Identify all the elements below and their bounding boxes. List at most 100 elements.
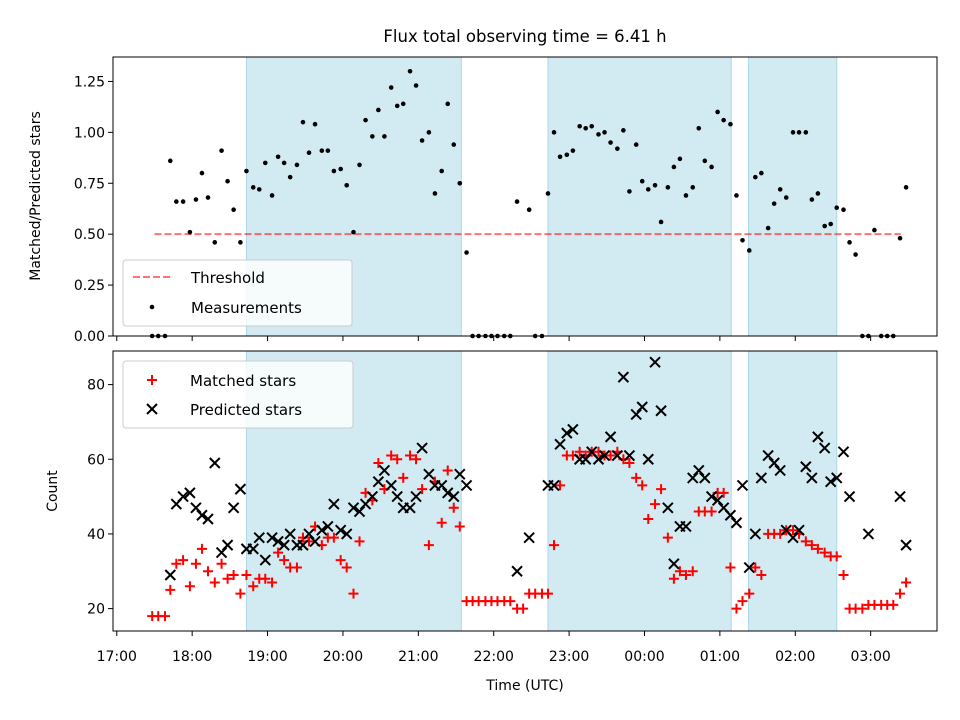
predicted-star-point [579,453,592,465]
predicted-star-point [680,520,692,533]
predicted-star-point [774,464,786,477]
top-legend: Threshold Measurements [122,259,353,327]
predicted-star-point [743,561,755,574]
predicted-star-point [611,449,624,462]
matched-star-point [731,603,742,614]
predicted-star-point [894,490,906,503]
measurement-point [577,123,582,129]
predicted-star-point [561,427,573,439]
matched-star-point [857,603,868,614]
measurement-point [357,162,362,168]
measurement-point [740,237,745,243]
predicted-star-point [604,431,617,443]
matched-star-point [555,480,566,491]
measurement-points [149,68,909,339]
top-panel: 0.00 0.25 0.50 0.75 1.00 1.25 Matched/Predict… [28,56,938,345]
predicted-star-point [423,468,435,480]
measurement-point [231,207,236,213]
matched-star-point [248,581,259,592]
matched-star-point [190,558,201,569]
measurement-point [834,205,840,211]
matched-star-point [744,588,755,599]
predicted-star-point [687,472,699,484]
matched-star-point [800,536,811,547]
measurement-point [765,225,771,231]
measurement-point [728,121,733,127]
matched-star-point [178,555,189,566]
y-tick-label: 40 [87,527,105,543]
measurement-point [809,197,815,202]
predicted-star-point [278,539,290,551]
predicted-star-point [787,531,799,544]
measurement-point [300,119,306,125]
predicted-star-point [617,371,630,383]
predicted-star-point [630,408,642,421]
y-tick-label: 20 [87,602,105,618]
matched-star-point [687,566,698,577]
measurement-point [464,250,469,255]
top-y-axis-label: Matched/Predicted stars [28,111,44,281]
matched-star-point [788,525,799,536]
matched-star-point [405,450,416,461]
predicted-star-point [334,524,347,536]
measurement-point [589,123,595,129]
matched-star-point [895,588,906,599]
measurement-point [903,185,909,190]
matched-star-point [718,487,729,498]
matched-star-point [335,555,346,566]
x-tick-label: 23:00 [549,649,589,665]
matched-star-point [267,577,278,588]
predicted-star-point [762,449,774,462]
bottom-panel: 20 40 60 80 17:00 18:00 19:00 20:00 21:00 22:00 2… [45,350,938,694]
measurement-point [709,164,714,170]
predicted-star-point [548,479,560,492]
legend-matched-label: Matched stars [190,372,296,390]
matched-star-point [888,599,899,610]
predicted-star-point [316,524,328,536]
predicted-star-point [284,528,296,540]
matched-star-point [235,588,246,599]
bottom-axes-frame [112,350,938,632]
measurement-point [564,152,570,158]
measurement-point [269,193,275,198]
legend-matched-swatch [147,375,157,385]
measurement-point [312,121,318,127]
measurement-point [790,130,796,135]
predicted-star-point [272,535,284,548]
measurement-point [287,174,293,180]
matched-star-point [624,458,635,468]
matched-star-point [209,577,220,588]
predicted-star-point [818,442,831,454]
top-shaded-interval [748,56,838,337]
matched-star-point [373,458,384,468]
predicted-star-point [221,539,234,551]
matched-star-point [643,514,654,524]
predicted-star-point [824,475,837,488]
top-legend-box [122,259,353,327]
predicted-star-point [554,438,566,451]
predicted-star-point [234,483,247,495]
predicted-star-point [592,453,605,465]
measurement-point [715,109,720,115]
measurement-point [608,140,613,145]
measurement-point [557,154,563,160]
measurement-point [665,185,671,190]
matched-star-point [228,570,239,580]
top-y-axis: 0.00 0.25 0.50 0.75 1.00 1.25 [74,74,113,345]
measurement-point [457,180,463,186]
measurement-point [841,207,846,213]
measurement-point [262,160,268,166]
predicted-star-point [215,546,228,559]
legend-threshold-label: Threshold [190,269,265,287]
predicted-star-point [410,490,422,503]
matched-star-point [505,596,516,607]
measurement-point [683,193,689,198]
x-tick-label: 22:00 [474,649,514,665]
matched-star-point [901,577,912,588]
measurement-point [570,148,576,153]
bottom-x-axis: 17:00 18:00 19:00 20:00 21:00 22:00 23:00 00:00… [97,631,891,665]
measurement-point [445,101,451,107]
predicted-star-point [328,498,340,510]
predicted-star-point [800,461,812,473]
matched-star-point [831,551,842,562]
